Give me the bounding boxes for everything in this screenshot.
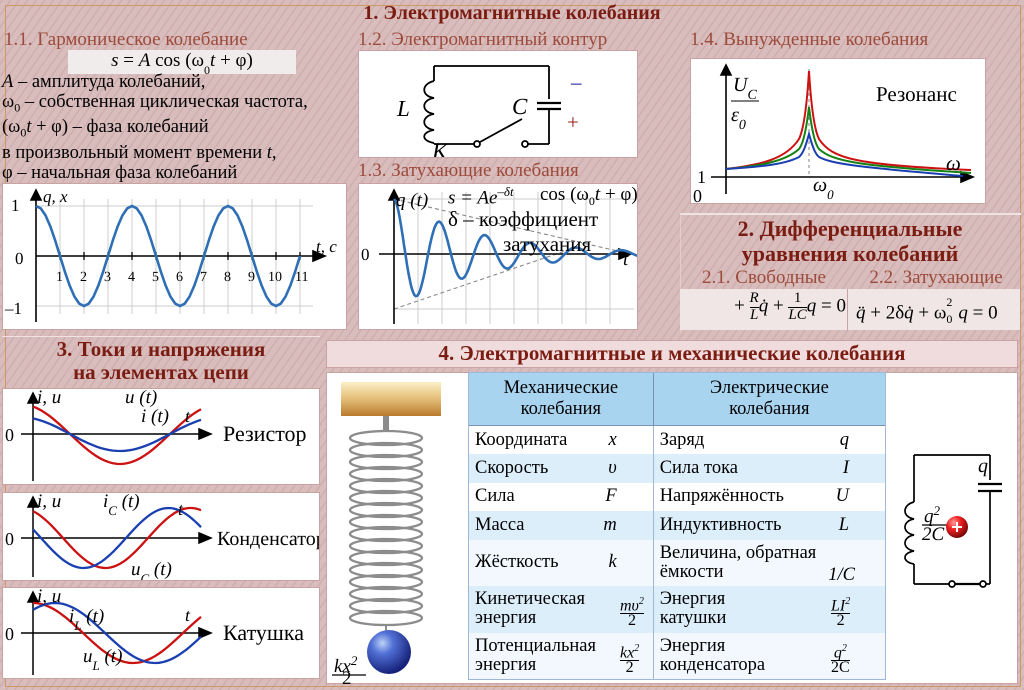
svg-text:0: 0 [5, 425, 14, 445]
svg-text:UC: UC [733, 74, 757, 103]
svg-text:i, u: i, u [37, 588, 61, 607]
svg-text:1: 1 [11, 196, 20, 215]
svg-text:5: 5 [152, 270, 159, 285]
svg-text:q: q [978, 455, 988, 477]
svg-text:i, u: i, u [37, 493, 61, 512]
svg-text:0: 0 [15, 249, 24, 268]
svg-text:1: 1 [56, 270, 63, 285]
svg-text:4: 4 [128, 270, 135, 285]
svg-text:t, с: t, с [316, 237, 337, 256]
svg-text:uL (t): uL (t) [83, 646, 122, 673]
svg-text:3: 3 [104, 270, 111, 285]
svg-text:11: 11 [295, 270, 308, 285]
svg-text:0: 0 [5, 624, 14, 644]
svg-text:2: 2 [80, 270, 87, 285]
svg-text:6: 6 [176, 270, 183, 285]
svg-text:0: 0 [361, 245, 370, 264]
svg-text:K: K [431, 139, 449, 158]
svg-text:–1: –1 [4, 299, 22, 318]
svg-text:10: 10 [268, 270, 282, 285]
svg-text:q, x: q, x [43, 187, 68, 206]
svg-text:iC (t): iC (t) [103, 493, 140, 518]
svg-text:Резонанс: Резонанс [876, 82, 957, 106]
svg-text:8: 8 [224, 270, 231, 285]
svg-text:–: – [570, 70, 582, 94]
svg-text:7: 7 [200, 270, 207, 285]
svg-text:C: C [512, 94, 528, 119]
svg-text:i (t): i (t) [141, 406, 169, 427]
svg-text:9: 9 [248, 270, 255, 285]
svg-text:ω0: ω0 [813, 174, 834, 202]
svg-text:ω: ω [946, 151, 961, 175]
svg-text:i, u: i, u [37, 389, 61, 408]
svg-text:2: 2 [342, 668, 352, 684]
svg-text:uC (t): uC (t) [131, 559, 172, 581]
svg-text:L: L [396, 96, 410, 121]
svg-text:2C: 2C [922, 524, 945, 545]
svg-text:0: 0 [5, 529, 14, 549]
svg-text:t: t [185, 605, 191, 625]
svg-text:q (t): q (t) [396, 190, 428, 211]
svg-text:ε0: ε0 [731, 104, 746, 133]
svg-text:Катушка: Катушка [223, 620, 304, 645]
svg-text:Резистор: Резистор [223, 421, 307, 446]
svg-text:Конденсатор: Конденсатор [217, 528, 320, 550]
svg-text:+: + [567, 110, 579, 134]
